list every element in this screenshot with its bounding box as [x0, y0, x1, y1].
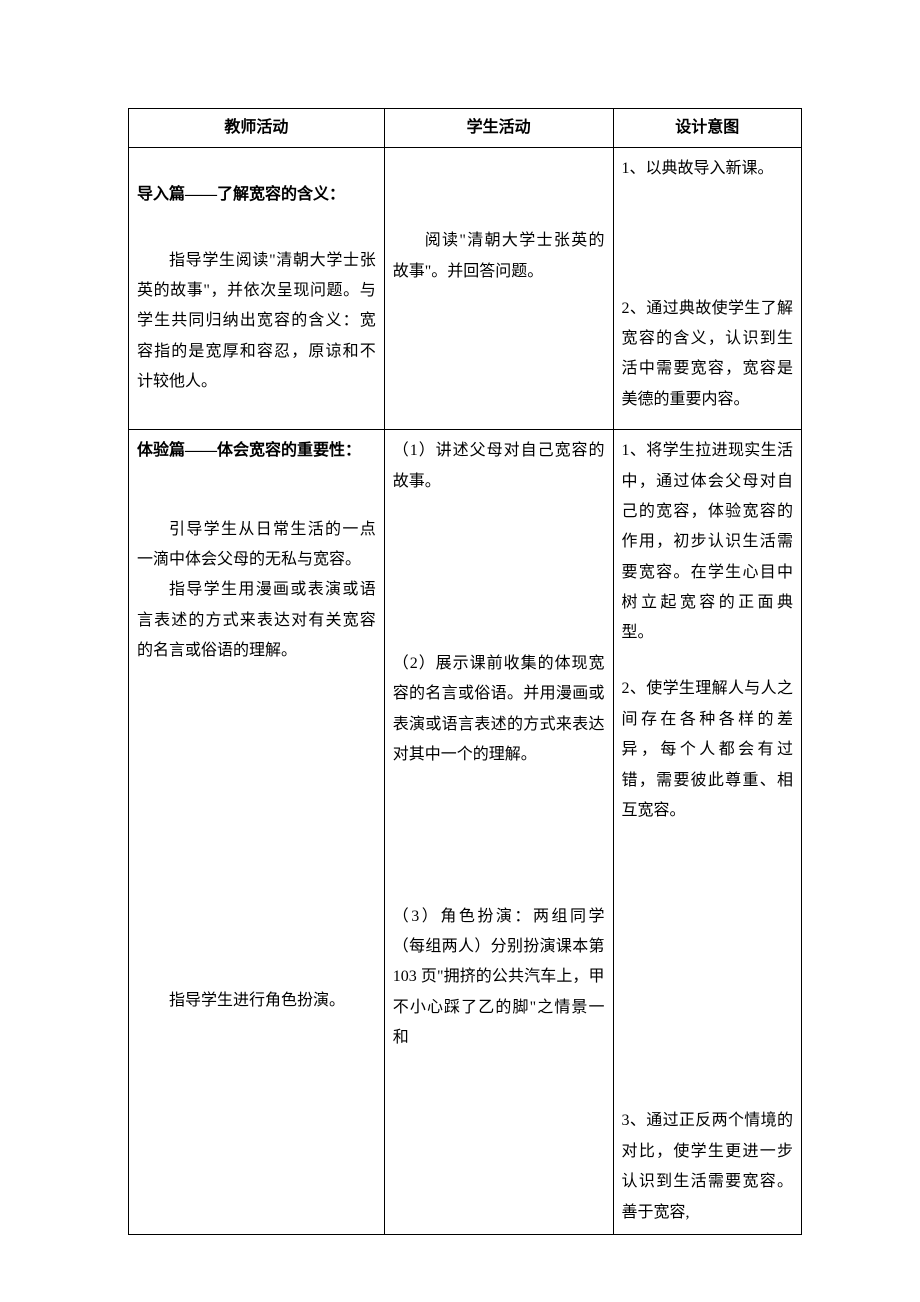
intro-title: 导入篇——了解宽容的含义：: [137, 180, 376, 210]
header-design-intent: 设计意图: [613, 109, 801, 148]
exp-teacher-body-2: 指导学生用漫画或表演或语言表述的方式来表达对有关宽容的名言或俗语的理解。: [137, 575, 376, 666]
intro-teacher-cell: 导入篇——了解宽容的含义： 指导学生阅读"清朝大学士张英的故事"，并依次呈现问题…: [129, 148, 385, 430]
exp-intent-cell: 1、将学生拉进现实生活中，通过体会父母对自己的宽容，体验宽容的作用，初步认识生活…: [613, 430, 801, 1235]
exp-teacher-body-1: 引导学生从日常生活的一点一滴中体会父母的无私与宽容。: [137, 515, 376, 576]
header-teacher-activity: 教师活动: [129, 109, 385, 148]
intro-intent-cell: 1、以典故导入新课。 2、通过典故使学生了解宽容的含义，认识到生活中需要宽容，宽…: [613, 148, 801, 430]
section-experience-row: 体验篇——体会宽容的重要性： 引导学生从日常生活的一点一滴中体会父母的无私与宽容…: [129, 430, 802, 1235]
header-row: 教师活动 学生活动 设计意图: [129, 109, 802, 148]
intro-intent-2: 2、通过典故使学生了解宽容的含义，认识到生活中需要宽容，宽容是美德的重要内容。: [622, 294, 793, 416]
section-intro-row: 导入篇——了解宽容的含义： 指导学生阅读"清朝大学士张英的故事"，并依次呈现问题…: [129, 148, 802, 430]
exp-intent-2: 2、使学生理解人与人之间存在各种各样的差异，每个人都会有过错，需要彼此尊重、相互…: [622, 674, 793, 826]
exp-student-2: （2）展示课前收集的体现宽容的名言或俗语。并用漫画或表演或语言表述的方式来表达对…: [393, 649, 605, 771]
exp-student-3: （3）角色扮演：两组同学（每组两人）分别扮演课本第 103 页"拥挤的公共汽车上…: [393, 902, 605, 1054]
document-page: 教师活动 学生活动 设计意图 导入篇——了解宽容的含义： 指导学生阅读"清朝大学…: [0, 0, 920, 1295]
intro-teacher-body: 指导学生阅读"清朝大学士张英的故事"，并依次呈现问题。与学生共同归纳出宽容的含义…: [137, 246, 376, 398]
header-student-activity: 学生活动: [384, 109, 613, 148]
intro-student-body: 阅读"清朝大学士张英的故事"。并回答问题。: [393, 226, 605, 287]
exp-student-cell: （1）讲述父母对自己宽容的故事。 （2）展示课前收集的体现宽容的名言或俗语。并用…: [384, 430, 613, 1235]
intro-intent-1: 1、以典故导入新课。: [622, 154, 793, 184]
exp-intent-3: 3、通过正反两个情境的对比，使学生更进一步认识到生活需要宽容。善于宽容,: [622, 1106, 793, 1228]
exp-student-1: （1）讲述父母对自己宽容的故事。: [393, 436, 605, 497]
exp-teacher-cell: 体验篇——体会宽容的重要性： 引导学生从日常生活的一点一滴中体会父母的无私与宽容…: [129, 430, 385, 1235]
intro-student-cell: 阅读"清朝大学士张英的故事"。并回答问题。: [384, 148, 613, 430]
exp-intent-1: 1、将学生拉进现实生活中，通过体会父母对自己的宽容，体验宽容的作用，初步认识生活…: [622, 436, 793, 649]
exp-teacher-body-3: 指导学生进行角色扮演。: [137, 986, 376, 1016]
lesson-plan-table: 教师活动 学生活动 设计意图 导入篇——了解宽容的含义： 指导学生阅读"清朝大学…: [128, 108, 802, 1235]
exp-title: 体验篇——体会宽容的重要性：: [137, 436, 376, 466]
